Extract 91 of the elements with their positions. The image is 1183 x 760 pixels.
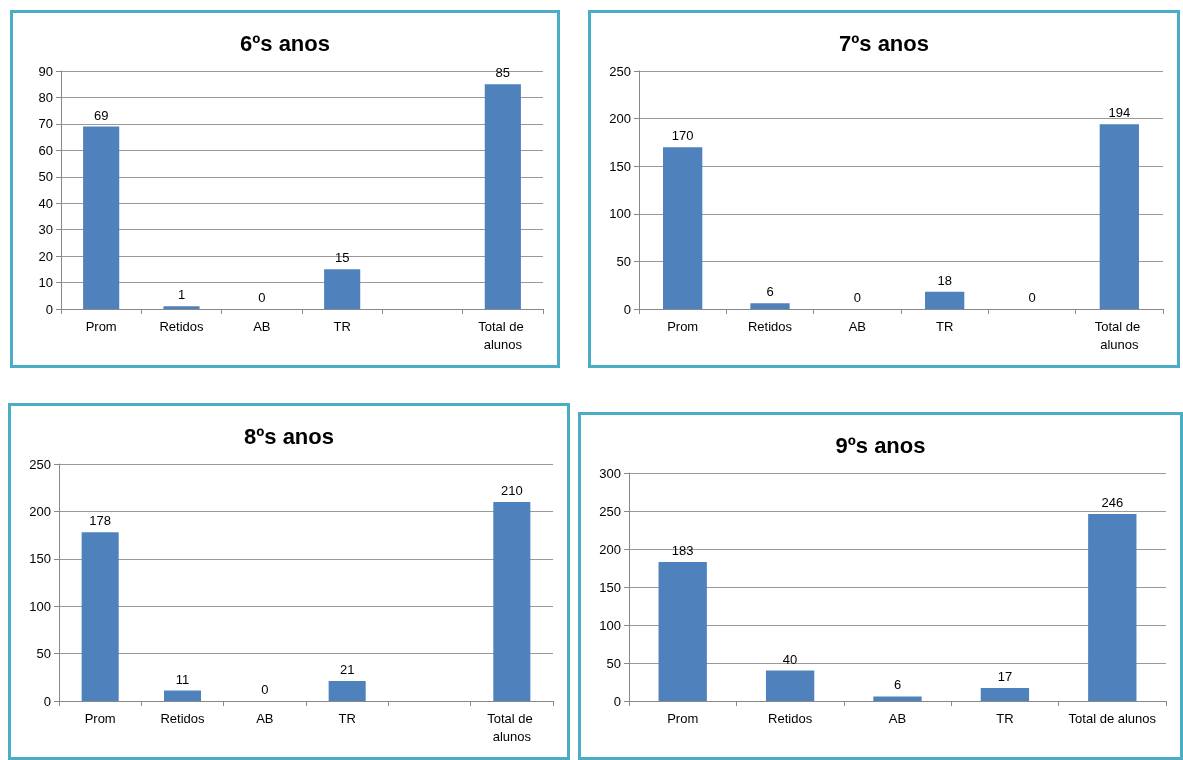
x-tick-label: AB [253,318,271,334]
bar [493,501,531,701]
bar [873,696,922,701]
data-label: 69 [93,107,109,123]
y-tick-label: 150 [599,579,621,595]
y-tick-label: 60 [38,142,53,158]
y-tick-label: 100 [609,206,631,222]
bar [83,126,120,309]
x-tick-label: Retidos [768,710,813,726]
bar [324,269,361,309]
x-tick-label: Retidos [747,318,793,334]
y-tick-label: 150 [609,158,631,174]
chart-title: 9ºs anos [835,432,926,458]
chart-title: 6ºs anos [240,30,330,56]
data-label: 40 [782,651,798,667]
x-tick-label: TR [996,710,1014,726]
y-tick-label: 50 [38,169,53,185]
data-label: 6 [766,284,774,300]
y-tick-label: 40 [38,195,53,211]
x-tick-label: Prom [667,710,699,726]
y-tick-label: 250 [599,503,621,519]
y-tick-label: 30 [38,222,53,238]
y-tick-label: 150 [29,551,51,567]
bar [658,561,707,701]
x-tick-label: TR [338,710,356,726]
data-label: 17 [997,669,1013,685]
y-tick-label: 0 [613,693,621,709]
y-tick-label: 50 [616,253,631,269]
y-tick-label: 200 [599,541,621,557]
x-tick-label: Total de alunos [1068,710,1157,726]
x-tick-label: Prom [85,318,117,334]
y-tick-label: 200 [609,111,631,127]
y-tick-label: 10 [38,275,53,291]
bar [663,147,703,309]
x-tick-label: TR [935,318,954,334]
bar [1088,514,1137,701]
x-tick-label: Prom [84,710,116,726]
data-label: 0 [261,682,269,697]
y-tick-label: 20 [38,248,53,264]
y-tick-label: 70 [38,116,53,132]
y-tick-label: 250 [29,456,51,472]
data-label: 15 [334,250,350,266]
bar [980,688,1030,701]
y-tick-label: 0 [43,693,51,709]
y-tick-label: 90 [38,63,53,79]
x-tick-label: Total de alunos [1094,318,1144,352]
data-label: 246 [1101,495,1124,511]
y-tick-label: 80 [38,89,53,105]
y-tick-label: 50 [606,655,621,671]
bar [81,532,119,701]
bar [750,303,790,309]
y-tick-label: 250 [609,63,631,79]
bar [925,291,965,309]
y-tick-label: 300 [599,465,621,481]
x-tick-label: AB [256,710,274,726]
data-label: 11 [175,671,190,687]
data-label: 0 [258,290,266,305]
x-tick-label: Retidos [160,710,206,726]
data-label: 18 [937,272,952,288]
bar [765,670,815,701]
x-tick-label: Retidos [159,318,205,334]
data-label: 0 [1028,290,1036,305]
y-tick-label: 100 [599,617,621,633]
y-tick-label: 50 [36,646,51,662]
x-tick-label: Total de alunos [478,318,528,352]
x-tick-label: AB [848,318,867,334]
data-label: 210 [500,482,523,498]
chart-title: 7ºs anos [839,30,929,56]
y-tick-label: 0 [45,301,53,317]
data-label: 194 [1108,105,1131,121]
bar [1099,124,1139,309]
y-tick-label: 200 [29,503,51,519]
x-tick-label: AB [888,710,907,726]
bar [328,681,366,701]
data-label: 6 [893,677,902,693]
data-label: 1 [177,287,186,303]
data-label: 85 [495,65,511,81]
bar [163,306,200,309]
x-tick-label: TR [333,318,351,334]
y-tick-label: 100 [29,598,51,614]
data-label: 178 [89,513,112,529]
bar [484,84,521,309]
data-label: 183 [671,542,694,558]
x-tick-label: Prom [667,318,699,334]
data-label: 170 [671,128,694,144]
y-tick-label: 0 [623,301,631,317]
data-label: 21 [339,662,355,678]
chart-title: 8ºs anos [244,423,334,449]
data-label: 0 [853,290,861,305]
bar [163,690,202,701]
x-tick-label: Total de alunos [487,710,537,744]
